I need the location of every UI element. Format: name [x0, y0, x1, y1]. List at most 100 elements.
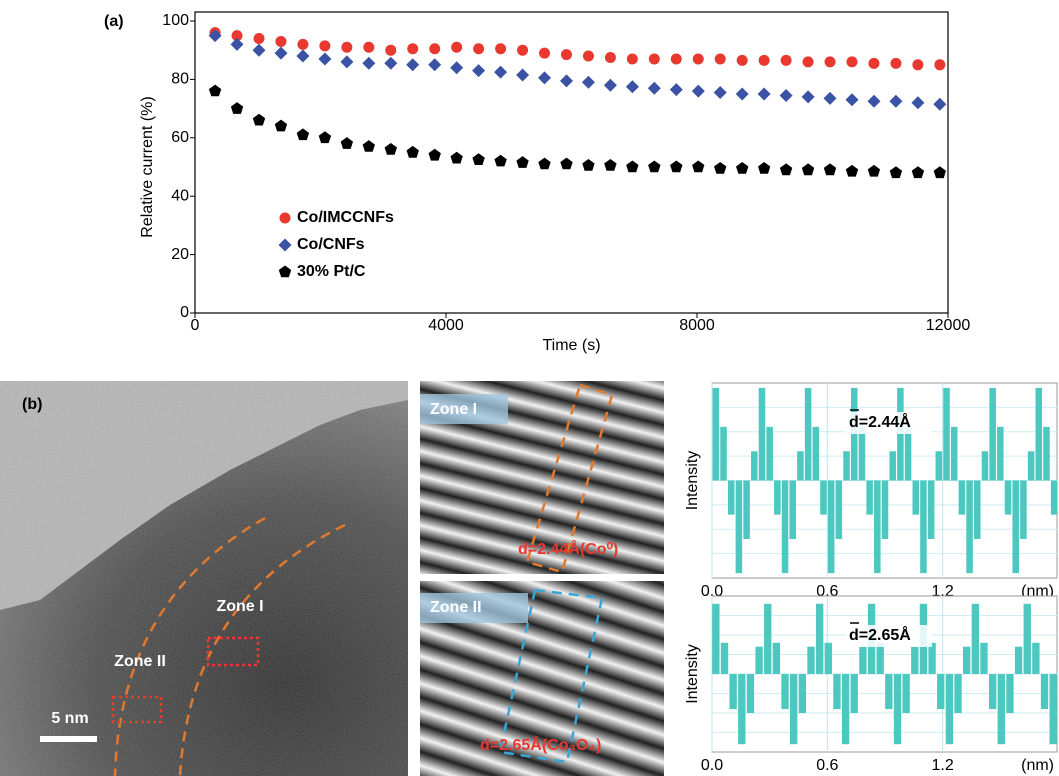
x-tick-label: 4000	[428, 317, 464, 334]
bar	[1043, 426, 1050, 481]
bar	[912, 480, 920, 515]
bar	[866, 480, 873, 515]
marker	[318, 52, 332, 66]
marker	[692, 53, 704, 65]
bar	[781, 480, 789, 574]
bar	[820, 480, 827, 515]
bar	[1035, 387, 1043, 481]
bar	[1049, 674, 1057, 745]
marker	[779, 163, 793, 176]
marker	[757, 87, 771, 101]
bar	[966, 480, 973, 574]
bar	[755, 646, 763, 674]
bar	[937, 674, 945, 710]
marker	[669, 83, 683, 97]
marker	[451, 41, 463, 53]
bar	[1014, 646, 1023, 674]
inset-zone: Zone I	[430, 401, 477, 418]
bar	[841, 674, 850, 745]
bar	[881, 480, 889, 539]
bar	[911, 646, 919, 674]
bar	[824, 642, 832, 674]
marker	[648, 160, 661, 173]
marker	[494, 154, 507, 167]
bar	[1004, 480, 1012, 515]
x-tick-label: 8000	[679, 317, 715, 334]
bar	[835, 480, 843, 539]
zone-label: Zone I	[216, 598, 263, 615]
marker	[846, 56, 858, 68]
bar	[980, 642, 988, 674]
annotation-bg	[846, 412, 932, 434]
marker	[252, 113, 266, 126]
bar	[981, 451, 989, 481]
marker	[538, 157, 551, 170]
bar	[729, 674, 737, 710]
bar	[963, 646, 971, 674]
marker	[230, 37, 244, 51]
legend-marker	[279, 212, 291, 224]
bar	[874, 480, 881, 574]
bar	[746, 674, 755, 713]
marker	[867, 94, 881, 108]
marker	[340, 137, 353, 149]
marker	[670, 53, 682, 65]
y-tick-label: 60	[171, 129, 189, 146]
marker	[297, 38, 309, 50]
legend-label: Co/IMCCNFs	[297, 209, 394, 226]
bar	[889, 451, 896, 481]
y-tick-label: 100	[162, 12, 189, 29]
bar	[807, 646, 815, 674]
marker	[758, 54, 770, 66]
marker	[934, 59, 946, 71]
bar	[798, 674, 807, 713]
bar	[743, 480, 750, 539]
bar	[764, 603, 772, 674]
bar	[902, 674, 910, 713]
legend-label: 30% Pt/C	[297, 263, 366, 280]
marker	[603, 78, 617, 92]
marker	[450, 61, 464, 75]
marker	[714, 162, 727, 174]
marker	[845, 164, 859, 177]
bar	[858, 426, 866, 481]
bar	[735, 480, 743, 574]
marker	[560, 49, 572, 61]
bar	[804, 387, 812, 481]
marker	[450, 151, 463, 164]
marker	[473, 43, 485, 55]
bar	[971, 603, 980, 674]
bar	[943, 387, 950, 481]
x-tick-label: 1.2	[932, 757, 954, 774]
bar	[772, 642, 781, 674]
marker	[539, 47, 551, 59]
marker	[933, 97, 947, 111]
bar	[893, 674, 902, 745]
panel-label: (a)	[104, 13, 124, 30]
annotation-bg	[846, 625, 932, 647]
scale-bar-label: 5 nm	[51, 710, 88, 727]
x-axis-title: (nm)	[1021, 757, 1054, 774]
marker	[868, 57, 880, 69]
bar	[1020, 480, 1027, 539]
marker	[626, 160, 639, 173]
bar	[766, 426, 773, 481]
x-tick-label: 12000	[926, 317, 971, 334]
marker	[867, 164, 881, 177]
legend-label: Co/CNFs	[297, 236, 365, 253]
marker	[911, 166, 925, 179]
marker	[538, 71, 551, 85]
y-axis-title: Relative current (%)	[139, 96, 156, 237]
marker	[428, 58, 442, 72]
bar	[950, 426, 958, 481]
y-tick-label: 0	[180, 304, 189, 321]
x-axis-title: Time (s)	[542, 337, 600, 354]
x-tick-label: 0.6	[816, 757, 838, 774]
marker	[341, 41, 353, 53]
marker	[340, 55, 354, 69]
legend-marker	[278, 265, 292, 278]
y-axis-title: Intensity	[684, 644, 701, 704]
marker	[779, 89, 793, 102]
marker	[472, 64, 486, 78]
